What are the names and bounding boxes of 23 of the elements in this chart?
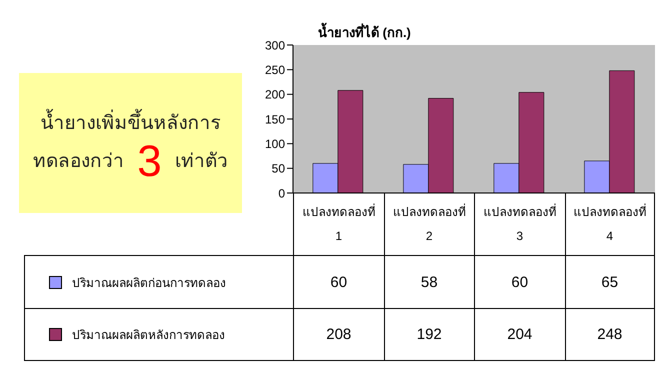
x-tick-label: แปลงทดลองที่ 3 (474, 193, 564, 255)
y-tick-label: 300 (264, 38, 286, 52)
data-label: 204 (474, 308, 564, 361)
y-tick-label: 100 (264, 136, 286, 151)
data-label: 60 (293, 255, 384, 308)
y-tick-label: 250 (264, 62, 286, 77)
data-label: 192 (384, 308, 474, 361)
data-label: 248 (564, 308, 655, 361)
y-tick-label: 200 (264, 88, 286, 102)
legend-label: ปริมาณผลผลิตก่อนการทดลอง (72, 274, 226, 292)
note-box: น้ำยางเพิ่มขึ้นหลังการทดลองกว่า 3 เท่าตัว (19, 73, 242, 213)
data-label: 65 (564, 255, 655, 308)
y-tick-label: 50 (272, 162, 286, 176)
data-label: 208 (293, 308, 384, 361)
x-tick-label: แปลงทดลองที่ 1 (293, 193, 384, 255)
legend-label: ปริมาณผลผลิตหลังการทดลอง (72, 327, 225, 344)
data-label: 58 (384, 255, 474, 308)
y-tick-label: 0 (278, 186, 286, 200)
x-tick-label: แปลงทดลองที่ 4 (564, 193, 655, 255)
x-tick-label: แปลงทดลองที่ 2 (384, 193, 474, 255)
data-label: 60 (474, 255, 564, 308)
y-tick-label: 150 (264, 112, 286, 126)
y-axis-title: น้ำยางที่ได้ (กก.) (318, 22, 411, 42)
